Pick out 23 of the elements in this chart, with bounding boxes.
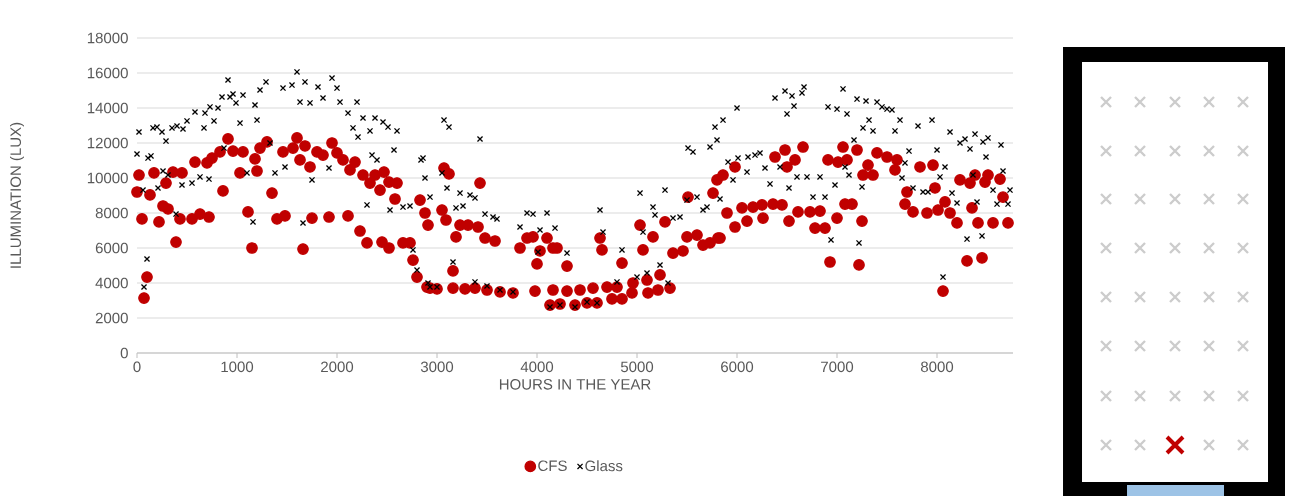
x-tick-label: 2000 (321, 361, 354, 373)
x-tick-label: 1000 (221, 361, 254, 373)
legend-label: Glass (585, 460, 623, 472)
y-tick-label: 12000 (87, 137, 128, 149)
x-tick-label: 8000 (920, 361, 954, 373)
x-tick-label: 0 (133, 361, 141, 373)
y-axis-title: ILLUMINATION (LUX) (10, 122, 24, 268)
x-tick-label: 6000 (721, 361, 754, 373)
y-tick-label: 4000 (95, 277, 128, 289)
y-tick-label: 8000 (95, 207, 128, 219)
legend-label: CFS (538, 460, 567, 472)
y-tick-label: 14000 (87, 102, 128, 114)
x-tick-label: 5000 (620, 361, 654, 373)
y-tick-label: 6000 (95, 242, 128, 254)
y-tick-label: 18000 (87, 32, 128, 44)
y-tick-label: 10000 (87, 172, 128, 184)
y-tick-label: 16000 (87, 67, 128, 79)
x-tick-label: 3000 (420, 361, 454, 373)
x-axis-title: HOURS IN THE YEAR (499, 379, 651, 390)
x-tick-label: 4000 (520, 361, 554, 373)
y-tick-label: 0 (120, 347, 128, 359)
y-tick-label: 2000 (95, 312, 128, 324)
x-tick-label: 7000 (821, 361, 854, 373)
